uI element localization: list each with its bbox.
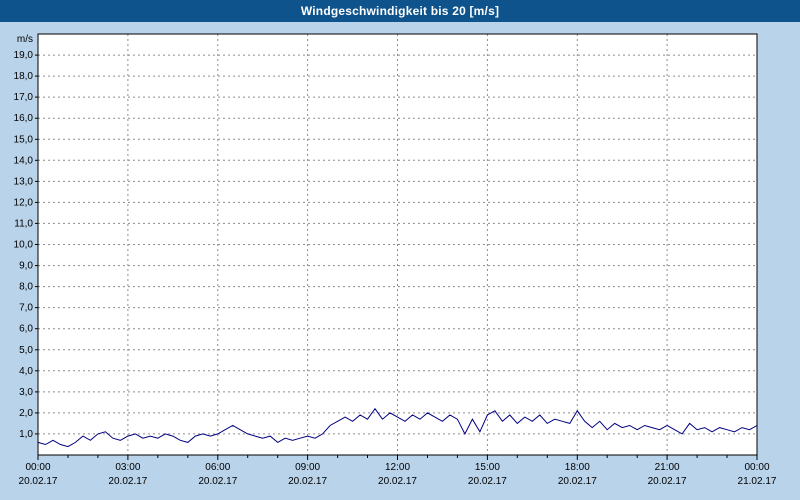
gridlines — [38, 34, 757, 455]
svg-text:12,0: 12,0 — [14, 197, 34, 208]
svg-text:2,0: 2,0 — [19, 408, 33, 419]
svg-text:20.02.17: 20.02.17 — [558, 476, 597, 487]
svg-text:19,0: 19,0 — [14, 50, 34, 61]
svg-text:00:00: 00:00 — [744, 462, 769, 473]
svg-text:20.02.17: 20.02.17 — [648, 476, 687, 487]
chart-area: 1,0 2,0 3,0 4,0 5,0 6,0 7,0 8,0 9,0 10,0 11,0 12,0 1… — [0, 22, 800, 500]
page-title: Windgeschwindigkeit bis 20 [m/s] — [300, 4, 500, 18]
svg-text:03:00: 03:00 — [115, 462, 140, 473]
svg-text:7,0: 7,0 — [19, 303, 33, 314]
svg-text:4,0: 4,0 — [19, 366, 33, 377]
svg-text:10,0: 10,0 — [14, 240, 34, 251]
svg-text:20.02.17: 20.02.17 — [198, 476, 237, 487]
svg-text:3,0: 3,0 — [19, 387, 33, 398]
svg-text:11,0: 11,0 — [14, 218, 33, 229]
svg-text:09:00: 09:00 — [295, 462, 320, 473]
svg-text:6,0: 6,0 — [19, 324, 33, 335]
svg-text:18:00: 18:00 — [565, 462, 590, 473]
title-bar: Windgeschwindigkeit bis 20 [m/s] — [0, 0, 800, 22]
y-axis-labels: 1,0 2,0 3,0 4,0 5,0 6,0 7,0 8,0 9,0 10,0 11,0 12,0 1… — [14, 34, 38, 440]
plot-border — [37, 33, 758, 456]
svg-text:21.02.17: 21.02.17 — [738, 476, 777, 487]
wind-speed-series — [37, 407, 758, 448]
svg-text:13,0: 13,0 — [14, 176, 34, 187]
svg-text:20.02.17: 20.02.17 — [108, 476, 147, 487]
x-axis-ticks — [37, 455, 758, 460]
svg-text:8,0: 8,0 — [19, 282, 33, 293]
svg-text:20.02.17: 20.02.17 — [288, 476, 327, 487]
svg-text:12:00: 12:00 — [385, 462, 410, 473]
svg-text:16,0: 16,0 — [14, 113, 34, 124]
svg-text:15:00: 15:00 — [475, 462, 500, 473]
svg-text:5,0: 5,0 — [19, 345, 33, 356]
svg-text:1,0: 1,0 — [19, 429, 33, 440]
svg-text:00:00: 00:00 — [25, 462, 50, 473]
svg-text:15,0: 15,0 — [14, 134, 34, 145]
svg-text:20.02.17: 20.02.17 — [468, 476, 507, 487]
x-axis-labels: 00:00 20.02.17 03:00 20.02.17 06:00 20.02.17 0… — [19, 462, 777, 487]
svg-text:17,0: 17,0 — [14, 92, 34, 103]
svg-text:18,0: 18,0 — [14, 71, 34, 82]
chart-plot: 1,0 2,0 3,0 4,0 5,0 6,0 7,0 8,0 9,0 10,0 11,0 12,0 1… — [14, 33, 777, 487]
svg-text:20.02.17: 20.02.17 — [378, 476, 417, 487]
svg-text:06:00: 06:00 — [205, 462, 230, 473]
svg-text:20.02.17: 20.02.17 — [19, 476, 58, 487]
svg-text:9,0: 9,0 — [19, 261, 33, 272]
svg-text:21:00: 21:00 — [655, 462, 680, 473]
svg-text:14,0: 14,0 — [14, 155, 34, 166]
y-axis-unit: m/s — [17, 34, 33, 45]
